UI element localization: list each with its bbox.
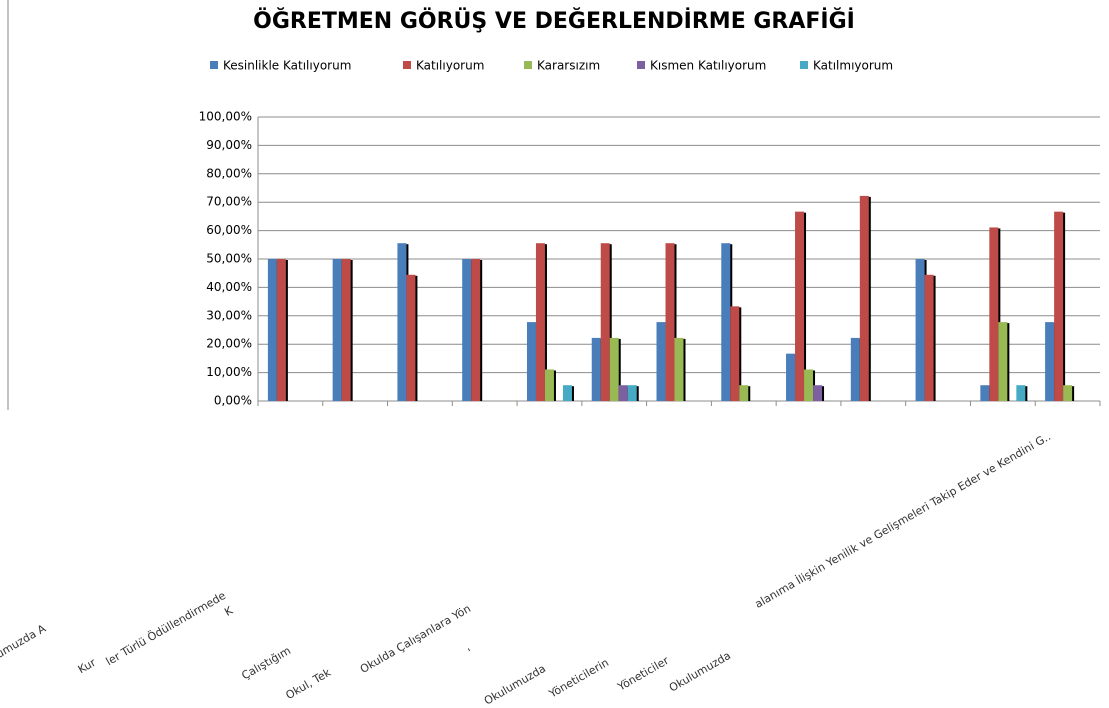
y-tick-label: 80,00% (206, 166, 252, 180)
bar (804, 369, 814, 401)
bar (850, 337, 860, 401)
bar (924, 274, 934, 401)
y-tick-label: 0,00% (214, 394, 252, 408)
legend-label: Katılıyorum (416, 59, 484, 73)
x-tick-label: ulumuzda A (0, 622, 48, 666)
y-tick-label: 20,00% (206, 337, 252, 351)
legend-swatch (210, 61, 218, 69)
bar (1054, 211, 1064, 401)
bar (267, 259, 277, 401)
bar (656, 322, 666, 401)
bar (406, 274, 416, 401)
plot: 0,00% 10,00% 20,00% 30,00% 40,00% 50,00% 60,00… (0, 59, 1101, 708)
x-tick-label: K (222, 604, 235, 619)
bar (1016, 385, 1026, 401)
bar (462, 259, 472, 401)
legend-label: Kesinlikle Katılıyorum (223, 59, 351, 73)
y-tick-label: 100,00% (199, 110, 252, 124)
legend-label: Kısmen Katılıyorum (650, 59, 766, 73)
bar (739, 385, 749, 401)
bar (998, 322, 1008, 401)
bar (600, 243, 610, 401)
x-tick-label: Okulda Çalışanlara Yön (358, 602, 473, 676)
bar (721, 243, 731, 401)
bar (618, 385, 628, 401)
bar (471, 259, 481, 401)
bar (730, 306, 740, 401)
bar (627, 385, 637, 401)
x-tick-label: Yöneticilerin (546, 656, 611, 701)
bar (795, 211, 805, 401)
y-tick-label: 10,00% (206, 365, 252, 379)
x-tick-label: alanıma İlişkin Yenilik ve Gelişmeleri T… (753, 430, 1053, 611)
bar (989, 227, 999, 401)
x-tick-label: Çalıştığım (239, 644, 293, 682)
legend-swatch (403, 61, 411, 69)
x-tick-label: ler Türlü Ödüllendirmede (104, 589, 229, 668)
bar (562, 385, 572, 401)
bar (397, 243, 407, 401)
x-tick-label: Okul, Tek (283, 666, 333, 702)
legend-label: Kararsızım (537, 59, 600, 73)
y-tick-label: 50,00% (206, 252, 252, 266)
bar (674, 337, 684, 401)
legend-swatch (524, 61, 532, 69)
bar (535, 243, 545, 401)
bar (1063, 385, 1073, 401)
y-tick-label: 60,00% (206, 223, 252, 237)
bar (1045, 322, 1055, 401)
bar (786, 353, 796, 401)
legend-label: Katılmıyorum (813, 59, 893, 73)
bar (341, 259, 351, 401)
legend-swatch (800, 61, 808, 69)
y-tick-label: 90,00% (206, 138, 252, 152)
x-tick-label: Yöneticiler (615, 654, 672, 694)
bar (980, 385, 990, 401)
bar (544, 369, 554, 401)
bar (813, 385, 823, 401)
bar (332, 259, 342, 401)
x-tick-label: Okulumuzda (667, 649, 733, 695)
chart-title: ÖĞRETMEN GÖRÜŞ VE DEĞERLENDİRME GRAFİĞİ (253, 8, 855, 34)
bar (591, 337, 601, 401)
x-tick-label: ' (466, 646, 475, 659)
bar (915, 259, 925, 401)
y-tick-label: 30,00% (206, 308, 252, 322)
bar (859, 195, 869, 401)
bar (609, 337, 619, 401)
bar (526, 322, 536, 401)
bar (276, 259, 286, 401)
bar (665, 243, 675, 401)
y-tick-label: 40,00% (206, 280, 252, 294)
legend-swatch (637, 61, 645, 69)
x-tick-label: Okulumuzda (482, 662, 548, 708)
x-tick-label: Kur (76, 656, 99, 677)
y-tick-label: 70,00% (206, 195, 252, 209)
